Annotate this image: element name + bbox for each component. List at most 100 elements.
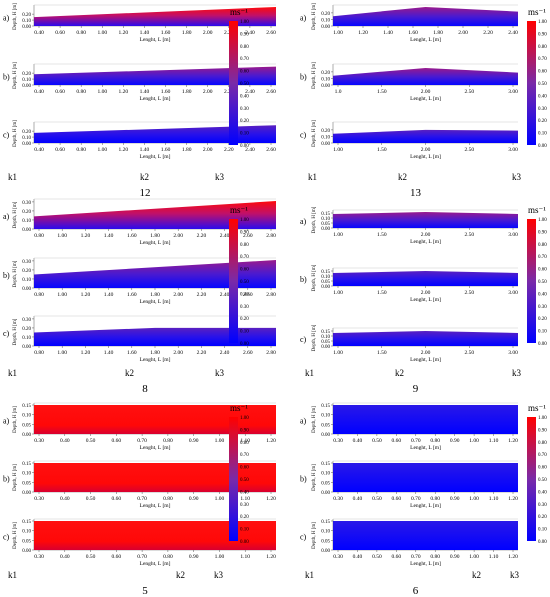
- panel-number: 12: [140, 187, 151, 199]
- colorbar-tick-label: 0.30: [240, 503, 249, 508]
- x-tick-label: 1.20: [81, 233, 91, 239]
- colorbar-tick-label: 0.10: [240, 132, 249, 137]
- x-tick-label: 2.20: [224, 89, 234, 95]
- x-tick-label: 1.20: [508, 496, 518, 502]
- x-tick-label: 1.00: [215, 496, 225, 502]
- x-tick-label: 0.30: [34, 496, 44, 502]
- x-axis-label: Lenght, L [m]: [410, 239, 441, 245]
- x-axis-label: Lenght, L [m]: [140, 37, 171, 43]
- velocity-field: [34, 66, 276, 85]
- colorbar-tick-label: 0.30: [240, 305, 249, 310]
- x-tick-label: 2.80: [266, 350, 276, 356]
- x-tick-label: 2.60: [266, 89, 276, 95]
- y-tick-label: 0.10: [22, 219, 31, 224]
- subplot-label: c): [300, 533, 307, 542]
- colorbar-tick-label: 0.50: [240, 82, 249, 87]
- y-tick-label: 0.05: [321, 423, 330, 428]
- colorbar-tick-label: 0.90: [538, 230, 547, 235]
- colorbar-tick-label: 0.00: [240, 342, 249, 347]
- x-tick-label: 1.50: [377, 290, 387, 296]
- subplot-label: b): [3, 475, 10, 484]
- panel-number: 5: [142, 585, 148, 597]
- station-label-k3: k3: [215, 368, 225, 378]
- y-tick-label: 0.15: [321, 520, 330, 525]
- y-tick-label: 0.10: [22, 136, 31, 141]
- y-tick-label: 0.20: [321, 71, 330, 76]
- x-tick-label: 2.60: [243, 350, 253, 356]
- x-tick-label: 1.00: [333, 30, 343, 36]
- station-label-k2: k2: [176, 570, 185, 580]
- y-axis-label: Depth, H [m]: [312, 406, 317, 433]
- y-tick-label: 0.10: [321, 472, 330, 477]
- subplot-label: a): [3, 212, 10, 221]
- y-axis-label: Depth, H [m]: [312, 464, 317, 491]
- colorbar-tick-label: 0.70: [538, 57, 547, 62]
- colorbar-tick-label: 0.60: [538, 70, 547, 75]
- x-tick-label: 2.40: [220, 350, 230, 356]
- colorbar-tick-label: 0.20: [240, 317, 249, 322]
- colorbar-unit: ms⁻¹: [528, 205, 546, 215]
- y-tick-label: 0.00: [22, 491, 31, 496]
- y-tick-label: 0.10: [22, 336, 31, 341]
- y-axis-label: Depth, H [m]: [13, 522, 18, 549]
- colorbar-tick-label: 0.30: [538, 107, 547, 112]
- x-tick-label: 0.90: [189, 554, 199, 560]
- y-tick-label: 0.20: [22, 210, 31, 215]
- y-tick-label: 0.15: [22, 462, 31, 467]
- x-tick-label: 0.50: [86, 438, 96, 444]
- y-tick-label: 0.15: [321, 270, 330, 275]
- colorbar-tick-label: 0.00: [538, 540, 547, 545]
- panel-number: 6: [413, 585, 419, 597]
- y-tick-label: 0.15: [321, 330, 330, 335]
- x-tick-label: 1.20: [508, 438, 518, 444]
- x-axis-label: Lenght, L [m]: [140, 445, 171, 451]
- velocity-field: [333, 212, 518, 228]
- x-tick-label: 1.80: [182, 89, 192, 95]
- x-tick-label: 2.00: [203, 89, 213, 95]
- subplot-label: a): [3, 417, 10, 426]
- y-axis-label: Depth, H [m]: [13, 464, 18, 491]
- colorbar-tick-label: 1.00: [538, 218, 547, 223]
- velocity-field: [34, 463, 276, 492]
- panel-6: 0.150.100.050.000.30 0.40 0.50 0.60 0.70 0.80…: [300, 402, 520, 597]
- panel-5: 0.150.100.050.000.30 0.40 0.50 0.60 0.70 0.80…: [3, 402, 276, 597]
- y-tick-label: 0.00: [321, 142, 330, 147]
- x-tick-label: 0.50: [372, 438, 382, 444]
- x-tick-label: 1.60: [161, 147, 171, 153]
- x-tick-label: 0.80: [76, 147, 86, 153]
- y-tick-label: 0.00: [22, 84, 31, 89]
- subplot-label: b): [300, 73, 307, 82]
- x-tick-label: 0.40: [34, 30, 44, 36]
- x-tick-label: 1.20: [119, 30, 129, 36]
- x-tick-label: 0.40: [60, 554, 70, 560]
- colorbar-tick-label: 0.70: [240, 57, 249, 62]
- x-tick-label: 1.40: [383, 30, 393, 36]
- y-tick-label: 0.15: [321, 462, 330, 467]
- x-tick-label: 1.80: [433, 30, 443, 36]
- x-tick-label: 1.50: [377, 147, 387, 153]
- x-tick-label: 1.20: [119, 147, 129, 153]
- x-tick-label: 2.50: [464, 147, 474, 153]
- colorbar-tick-label: 0.90: [240, 428, 249, 433]
- x-tick-label: 2.00: [421, 290, 431, 296]
- x-tick-label: 0.50: [372, 554, 382, 560]
- subplot-5-0: 0.15 0.10 0.05 0.000.30 0.40 0.50 0.60 0.70 0.80…: [3, 402, 276, 451]
- y-tick-label: 0.05: [321, 539, 330, 544]
- x-tick-label: 0.40: [353, 438, 363, 444]
- subplot-12-0: 0.200.100.000.40 0.60 0.80 1.00 1.20 1.40 1.60…: [3, 3, 276, 43]
- x-tick-label: 1.50: [377, 350, 387, 356]
- y-tick-label: 0.00: [321, 549, 330, 554]
- y-axis-label: Depth, H [m]: [312, 264, 317, 291]
- colorbar-tick-label: 0.50: [538, 82, 547, 87]
- colorbar-tick-label: 0.80: [240, 45, 249, 50]
- panel-8: 0.300.200.100.000.80 1.00 1.20 1.40 1.60 1.80…: [3, 198, 276, 395]
- subplot-label: a): [3, 14, 10, 23]
- x-axis-label: Lenght, L [m]: [410, 37, 441, 43]
- x-tick-label: 0.80: [34, 233, 44, 239]
- x-tick-label: 0.40: [353, 554, 363, 560]
- y-tick-label: 0.10: [321, 530, 330, 535]
- subplot-6-1: 0.15 0.10 0.05 0.000.30 0.40 0.50 0.60 0.70 0.80…: [300, 460, 518, 509]
- subplot-6-0: 0.15 0.10 0.05 0.000.30 0.40 0.50 0.60 0.70 0.80…: [300, 402, 518, 451]
- colorbar-tick-label: 0.60: [240, 466, 249, 471]
- colorbar-tick-label: 1.00: [538, 20, 547, 25]
